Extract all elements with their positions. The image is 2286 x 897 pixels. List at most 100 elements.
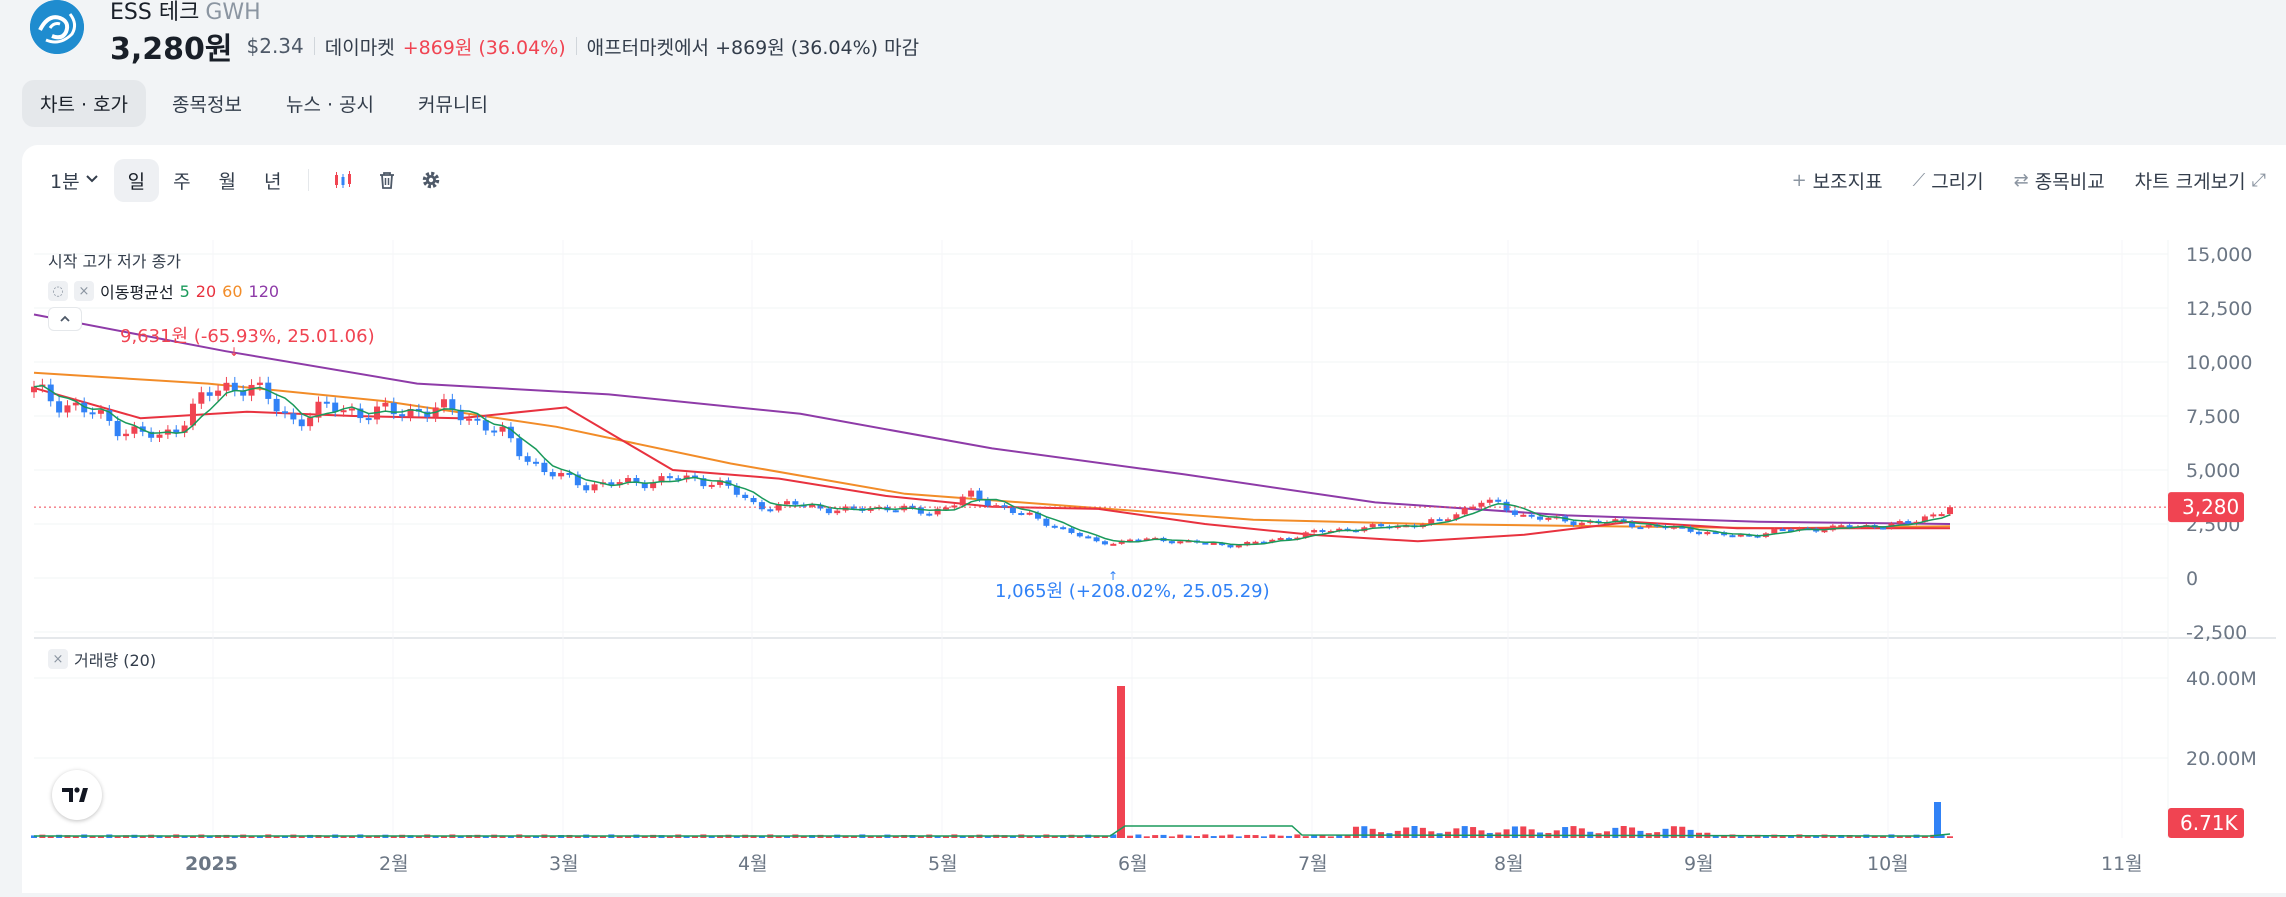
candle bbox=[407, 408, 414, 417]
low-arrow: ↑ bbox=[1108, 569, 1118, 583]
x-tick-label: 2025 bbox=[185, 853, 238, 875]
close-icon[interactable]: × bbox=[48, 649, 68, 669]
candle bbox=[993, 505, 1000, 508]
draw-button[interactable]: ⟋ 그리기 bbox=[1913, 167, 1984, 194]
tradingview-logo[interactable] bbox=[52, 770, 102, 820]
period-month[interactable]: 월 bbox=[218, 170, 237, 193]
x-tick-label: 9월 bbox=[1684, 853, 1714, 875]
compare-button[interactable]: ⇄ 종목비교 bbox=[2014, 167, 2105, 194]
period-week[interactable]: 주 bbox=[173, 170, 191, 193]
volume-bar bbox=[181, 835, 188, 838]
tab-chart[interactable]: 차트 · 호가 bbox=[22, 80, 147, 127]
volume-bar bbox=[1193, 836, 1200, 838]
volume-bar bbox=[942, 835, 949, 838]
volume-bar bbox=[282, 835, 289, 838]
trash-icon[interactable] bbox=[369, 162, 405, 198]
indicator-button[interactable]: + 보조지표 bbox=[1792, 167, 1883, 194]
volume-bar bbox=[1813, 835, 1820, 838]
candle bbox=[1001, 505, 1008, 508]
candle bbox=[1821, 530, 1828, 533]
candle bbox=[1838, 525, 1845, 528]
volume-bar bbox=[549, 836, 556, 838]
volume-bar bbox=[1302, 836, 1309, 838]
period-day[interactable]: 일 bbox=[113, 158, 160, 202]
candle-type-icon[interactable] bbox=[325, 162, 361, 198]
fullscreen-button[interactable]: 차트 크게보기 ⤢ bbox=[2135, 167, 2266, 194]
candle bbox=[1219, 542, 1226, 546]
candle bbox=[1938, 514, 1945, 517]
candle bbox=[173, 429, 180, 433]
candle bbox=[959, 496, 966, 506]
candle bbox=[825, 508, 832, 514]
volume-bar bbox=[1620, 826, 1627, 838]
x-tick-label: 8월 bbox=[1494, 853, 1524, 875]
volume-bar bbox=[1419, 827, 1426, 838]
candle bbox=[1369, 524, 1376, 528]
fullscreen-label: 차트 크게보기 bbox=[2134, 170, 2246, 193]
volume-bar bbox=[1244, 834, 1251, 838]
close-icon[interactable]: × bbox=[74, 281, 94, 301]
volume-bar bbox=[231, 836, 238, 838]
candle bbox=[1110, 543, 1117, 546]
volume-bar bbox=[1210, 836, 1217, 838]
volume-bar bbox=[800, 836, 807, 838]
tab-community[interactable]: 커뮤니티 bbox=[418, 94, 488, 116]
candle bbox=[131, 426, 138, 434]
candle bbox=[1043, 518, 1050, 526]
candle bbox=[215, 390, 222, 396]
volume-bar bbox=[1637, 830, 1644, 838]
volume-ma-line bbox=[34, 825, 1951, 837]
candle bbox=[775, 504, 782, 511]
candle bbox=[1051, 525, 1058, 528]
candle bbox=[834, 510, 841, 514]
volume-bar bbox=[683, 835, 690, 838]
ma-120-line bbox=[33, 313, 1951, 525]
chevron-up-icon[interactable] bbox=[48, 307, 82, 331]
volume-bar bbox=[1520, 826, 1527, 838]
tab-info[interactable]: 종목정보 bbox=[172, 94, 242, 116]
volume-bar bbox=[850, 836, 857, 838]
candle bbox=[491, 430, 498, 433]
volume-bar bbox=[876, 835, 883, 838]
volume-bar bbox=[1829, 836, 1836, 838]
ma-5: 5 bbox=[179, 281, 190, 301]
tab-news[interactable]: 뉴스 · 공시 bbox=[285, 94, 375, 116]
volume-bar bbox=[1679, 826, 1686, 838]
candle bbox=[399, 414, 406, 417]
volume-bar bbox=[1403, 827, 1410, 838]
candle bbox=[1788, 529, 1795, 532]
period-year[interactable]: 년 bbox=[264, 170, 282, 193]
gear-icon[interactable] bbox=[413, 162, 449, 198]
volume-bar bbox=[1185, 835, 1192, 838]
candle bbox=[1319, 530, 1326, 533]
candle bbox=[717, 480, 724, 485]
candle bbox=[850, 506, 857, 509]
interval-select[interactable]: 1분 bbox=[36, 159, 114, 202]
candle bbox=[1135, 539, 1142, 542]
low-annotation: 1,065원 (+208.02%, 25.05.29) bbox=[995, 581, 1270, 602]
candle bbox=[123, 433, 130, 437]
candle bbox=[198, 392, 205, 404]
candle bbox=[1570, 521, 1577, 526]
price-tick-label: 12,500 bbox=[2186, 298, 2252, 320]
candle bbox=[1880, 527, 1887, 530]
volume-bar bbox=[1101, 836, 1108, 838]
volume-bar bbox=[1938, 835, 1945, 838]
volume-bar bbox=[1252, 835, 1259, 838]
volume-bar bbox=[1352, 826, 1359, 838]
eye-off-icon[interactable]: ◌ bbox=[48, 281, 68, 301]
candle bbox=[742, 494, 749, 498]
volume-bar bbox=[708, 836, 715, 838]
candle bbox=[1486, 499, 1493, 503]
volume-bar bbox=[825, 836, 832, 838]
volume-bar bbox=[1143, 836, 1150, 838]
volume-bar bbox=[784, 835, 791, 838]
candle bbox=[466, 418, 473, 421]
volume-bar bbox=[574, 836, 581, 838]
candle bbox=[666, 476, 673, 479]
current-volume-tag bbox=[2168, 808, 2244, 838]
volume-bar bbox=[1202, 834, 1209, 838]
candle bbox=[767, 509, 774, 512]
candle bbox=[984, 499, 991, 506]
